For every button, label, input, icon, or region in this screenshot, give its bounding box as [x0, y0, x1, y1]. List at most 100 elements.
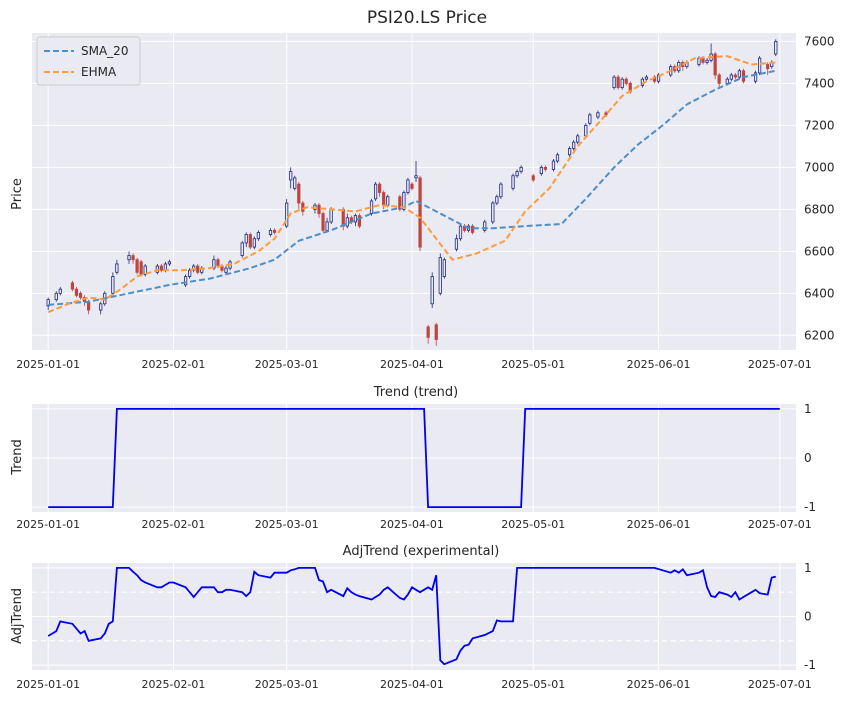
- candle-body: [495, 196, 499, 204]
- price-x-tick-label: 2025-07-01: [748, 358, 812, 371]
- candle-body: [701, 57, 705, 63]
- trend-y-tick-label: 0: [804, 451, 812, 465]
- legend-label-sma: SMA_20: [81, 44, 128, 58]
- candle-body: [46, 299, 50, 307]
- candle-body: [753, 72, 758, 82]
- price-y-tick-label: 7600: [804, 34, 835, 48]
- candle-body: [99, 303, 103, 311]
- candle-body: [131, 255, 135, 261]
- price-chart-title: PSI20.LS Price: [367, 8, 487, 28]
- candle-body: [576, 135, 580, 143]
- sma-20-line: [48, 69, 776, 306]
- candle-body: [491, 202, 495, 223]
- candle-body: [58, 288, 62, 294]
- candle-body: [717, 74, 721, 84]
- candle-body: [321, 213, 325, 231]
- candle-body: [369, 200, 374, 214]
- candle-body: [139, 261, 143, 275]
- candle-body: [240, 242, 244, 256]
- adjtrend-x-tick-label: 2025-07-01: [748, 678, 812, 691]
- price-y-axis-label: Price: [10, 178, 25, 210]
- candle-body: [74, 288, 79, 296]
- trend-x-tick-label: 2025-06-01: [627, 518, 691, 531]
- candle-body: [289, 171, 293, 181]
- candle-body: [70, 282, 75, 290]
- candle-body: [268, 229, 273, 235]
- candle-body: [713, 53, 717, 76]
- candle-body: [244, 234, 248, 244]
- adjtrend-x-tick-label: 2025-06-01: [627, 678, 691, 691]
- adjtrend-y-tick-label: -1: [804, 658, 816, 672]
- candle-body: [248, 234, 252, 248]
- candle-body: [410, 183, 414, 189]
- candle-body: [539, 166, 543, 175]
- candle-body: [111, 276, 115, 294]
- price-y-tick-label: 7000: [804, 160, 835, 174]
- candle-body: [616, 76, 620, 88]
- candle-body: [256, 232, 260, 240]
- price-plot-area: [32, 33, 796, 350]
- price-x-tick-label: 2025-02-01: [142, 358, 206, 371]
- candle-body: [115, 263, 119, 273]
- candle-body: [733, 74, 737, 78]
- candle-body: [737, 70, 742, 78]
- candle-body: [216, 259, 220, 267]
- trend-x-tick-label: 2025-02-01: [142, 518, 206, 531]
- candle-body: [604, 112, 608, 116]
- candle-body: [272, 229, 277, 233]
- candle-body: [511, 175, 515, 189]
- candle-body: [471, 225, 475, 233]
- candle-body: [325, 221, 329, 231]
- candle-body: [620, 78, 624, 88]
- legend-label-ehma: EHMA: [81, 65, 117, 79]
- candle-body: [458, 225, 463, 240]
- candle-body: [345, 217, 349, 227]
- price-x-tick-label: 2025-05-01: [501, 358, 565, 371]
- adjtrend-y-axis-label: AdjTrend: [10, 588, 25, 644]
- candle-body: [386, 196, 390, 206]
- candle-body: [766, 64, 770, 70]
- price-y-tick-label: 6600: [804, 244, 835, 258]
- candle-body: [644, 76, 649, 80]
- trend-x-tick-label: 2025-07-01: [748, 518, 812, 531]
- candle-body: [483, 221, 487, 231]
- candle-body: [584, 124, 588, 137]
- candle-body: [515, 171, 519, 177]
- price-y-tick-label: 7200: [804, 118, 835, 132]
- candle-body: [531, 175, 535, 181]
- candle-body: [414, 175, 418, 179]
- trend-x-tick-label: 2025-05-01: [501, 518, 565, 531]
- candle-body: [434, 324, 438, 340]
- candle-body: [285, 202, 289, 227]
- candle-body: [127, 255, 131, 261]
- candle-body: [774, 40, 778, 55]
- candle-body: [543, 166, 547, 170]
- adjtrend-x-tick-label: 2025-05-01: [501, 678, 565, 691]
- candle-body: [329, 208, 333, 223]
- candle-body: [612, 76, 616, 88]
- candle-body: [519, 166, 523, 172]
- trend-y-tick-label: -1: [804, 500, 816, 514]
- price-y-tick-label: 7400: [804, 76, 835, 90]
- adjtrend-panel: 2025-01-01 2025-02-01 2025-03-01 2025-04-01…: [16, 561, 816, 691]
- candle-body: [167, 261, 172, 265]
- candle-body: [624, 78, 628, 84]
- price-panel: 2025-01-01 2025-02-01 2025-03-01 2025-04-01…: [16, 33, 835, 371]
- candle-body: [54, 292, 58, 301]
- candle-body: [135, 259, 139, 273]
- candle-body: [758, 57, 762, 74]
- candle-body: [725, 78, 729, 84]
- adjtrend-x-tick-label: 2025-02-01: [142, 678, 206, 691]
- candle-body: [705, 59, 709, 63]
- adjtrend-y-tick-label: 0: [804, 610, 812, 624]
- candle-body: [373, 183, 378, 200]
- candle-body: [353, 215, 357, 223]
- adjtrend-y-tick-label: 1: [804, 561, 812, 575]
- candle-body: [78, 292, 83, 298]
- candle-body: [729, 74, 733, 80]
- trend-y-tick-label: 1: [804, 402, 812, 416]
- candle-body: [341, 208, 345, 227]
- candle-body: [430, 276, 434, 305]
- candle-body: [418, 177, 422, 248]
